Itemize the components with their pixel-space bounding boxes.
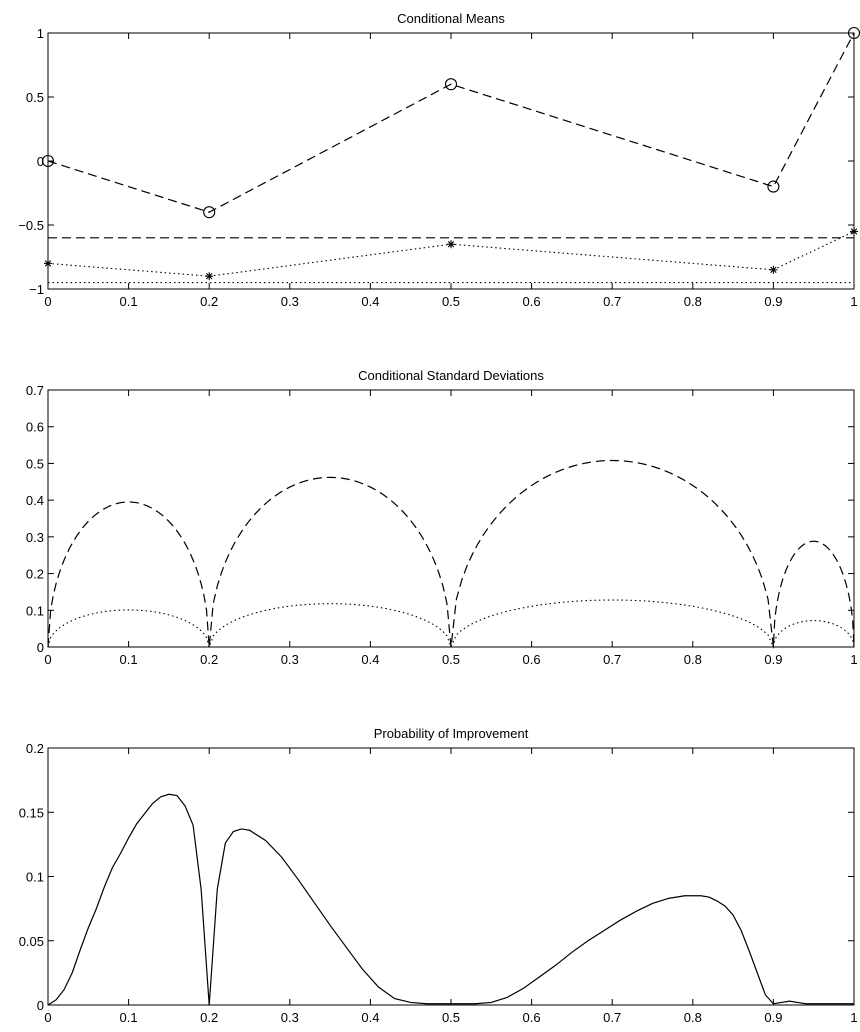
x-tick-label: 0.7 xyxy=(603,1010,621,1025)
x-tick-label: 1 xyxy=(850,1010,857,1025)
data-point-star xyxy=(44,259,52,268)
y-tick-label: 0.2 xyxy=(26,741,44,756)
y-tick-label: 0.05 xyxy=(19,934,44,949)
y-tick-label: 0.5 xyxy=(26,90,44,105)
series-line-0 xyxy=(47,32,855,213)
y-tick-label: 0 xyxy=(37,640,44,655)
axes-frame xyxy=(47,32,855,290)
x-tick-label: 0.5 xyxy=(442,652,460,667)
x-tick-label: 0.3 xyxy=(281,1010,299,1025)
axes-frame xyxy=(47,389,855,648)
data-point-circle xyxy=(41,154,55,168)
x-tick-label: 0.9 xyxy=(764,1010,782,1025)
y-tick-label: 0.15 xyxy=(19,805,44,820)
x-tick-label: 0.7 xyxy=(603,652,621,667)
x-tick-label: 0.6 xyxy=(523,1010,541,1025)
x-tick-label: 0.1 xyxy=(120,294,138,309)
x-tick-label: 0.1 xyxy=(120,652,138,667)
x-tick-label: 0.6 xyxy=(523,294,541,309)
data-point-star xyxy=(769,265,778,274)
data-point-circle xyxy=(203,206,216,219)
y-tick-label: 0.1 xyxy=(26,870,44,885)
y-tick-label: 0.2 xyxy=(26,567,44,582)
axes-frame xyxy=(47,747,855,1006)
x-tick-label: 1 xyxy=(850,652,857,667)
subplot-conditional-means: Conditional Means 0 0.1 0.2 0.3 0.4 0.5 0.6 0.7 0… xyxy=(18,11,860,309)
x-tick-label: 0.4 xyxy=(361,652,379,667)
x-tick-label: 0.7 xyxy=(603,294,621,309)
x-tick-label: 0.1 xyxy=(120,1010,138,1025)
y-tick-label: 0.7 xyxy=(26,383,44,398)
y-tick-label: 0 xyxy=(37,998,44,1013)
x-tick-label: 0 xyxy=(44,294,51,309)
x-tick-label: 0.2 xyxy=(200,294,218,309)
x-tick-label: 0.9 xyxy=(764,652,782,667)
subplot-conditional-std: Conditional Standard Deviations 0 0.1 0.2 0.… xyxy=(26,368,858,667)
x-tick-label: 0.8 xyxy=(684,294,702,309)
data-point-circle xyxy=(444,78,458,91)
x-tick-label: 0.3 xyxy=(281,294,299,309)
x-tick-label: 0.5 xyxy=(442,1010,460,1025)
y-tick-label: 0.4 xyxy=(26,493,44,508)
data-point-star xyxy=(850,227,858,236)
y-tick-label: −0.5 xyxy=(18,218,44,233)
x-tick-label: 0.4 xyxy=(361,1010,379,1025)
series-line-1 xyxy=(47,599,855,649)
x-tick-label: 0.3 xyxy=(281,652,299,667)
data-point-star xyxy=(447,240,455,249)
y-tick-label: 0 xyxy=(37,154,44,169)
y-tick-label: 0.5 xyxy=(26,456,44,471)
y-tick-label: 1 xyxy=(37,26,44,41)
x-tick-label: 0.8 xyxy=(684,652,702,667)
x-tick-label: 0 xyxy=(44,652,51,667)
data-point-star xyxy=(205,272,214,281)
series-line-0 xyxy=(47,793,854,1006)
series-line-0 xyxy=(47,459,855,648)
x-tick-label: 0 xyxy=(44,1010,51,1025)
data-point-circle xyxy=(767,180,780,193)
y-tick-label: 0.3 xyxy=(26,530,44,545)
y-tick-label: 0.6 xyxy=(26,420,44,435)
x-tick-label: 0.5 xyxy=(442,294,460,309)
subplot-probability-improvement: Probability of Improvement 0 0.1 0.2 0.3 0.4 0… xyxy=(19,726,858,1025)
x-tick-label: 0.6 xyxy=(523,652,541,667)
x-tick-label: 0.8 xyxy=(684,1010,702,1025)
y-tick-label: 0.1 xyxy=(26,603,44,618)
x-tick-label: 0.2 xyxy=(200,652,218,667)
x-tick-label: 0.4 xyxy=(361,294,379,309)
x-tick-label: 0.2 xyxy=(200,1010,218,1025)
chart-title: Conditional Means xyxy=(397,11,505,26)
chart-title: Conditional Standard Deviations xyxy=(358,368,544,383)
y-tick-label: −1 xyxy=(29,282,44,297)
x-tick-label: 0.9 xyxy=(764,294,782,309)
chart-title: Probability of Improvement xyxy=(374,726,529,741)
x-tick-label: 1 xyxy=(850,294,857,309)
